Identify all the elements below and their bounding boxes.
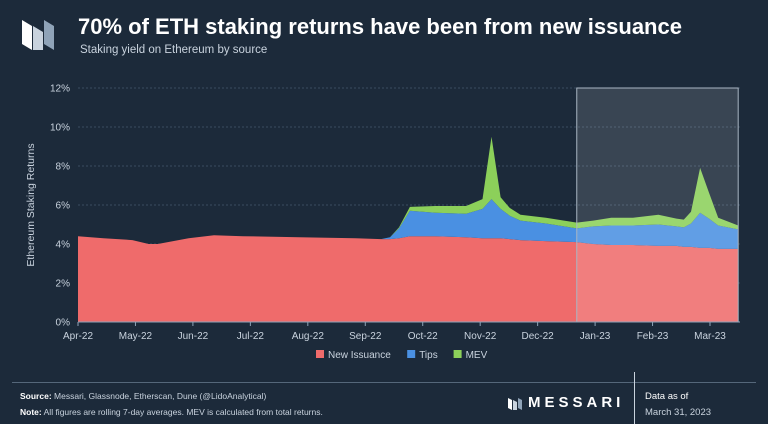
x-tick-label: Feb-23 xyxy=(637,331,669,342)
brand-mark-icon xyxy=(508,397,522,410)
y-tick-label: 4% xyxy=(56,240,71,251)
legend-swatch xyxy=(407,350,416,358)
data-as-of-label: Data as of xyxy=(645,391,689,402)
legend-label: New Issuance xyxy=(328,350,391,361)
source-label: Source: xyxy=(20,391,52,401)
footer-vertical-divider xyxy=(634,372,635,424)
area-tips xyxy=(78,199,739,249)
x-tick-label: Nov-22 xyxy=(464,331,497,342)
y-tick-label: 10% xyxy=(50,123,70,134)
x-tick-label: Mar-23 xyxy=(694,331,726,342)
data-as-of-date: March 31, 2023 xyxy=(645,407,712,418)
x-tick-label: Apr-22 xyxy=(63,331,93,342)
brand-name: MESSARI xyxy=(528,394,625,411)
source-line: Source: Messari, Glassnode, Etherscan, D… xyxy=(20,391,266,401)
x-tick-label: Jan-23 xyxy=(580,331,611,342)
y-tick-label: 2% xyxy=(56,279,71,290)
x-tick-label: Sep-22 xyxy=(349,331,382,342)
chart-subtitle: Staking yield on Ethereum by source xyxy=(80,44,268,56)
x-tick-label: Oct-22 xyxy=(408,331,438,342)
legend-label: Tips xyxy=(419,350,438,361)
x-tick-label: Aug-22 xyxy=(292,331,325,342)
chart-title: 70% of ETH staking returns have been fro… xyxy=(78,14,682,39)
brand-wordmark: MESSARI xyxy=(508,394,624,411)
y-tick-label: 0% xyxy=(56,318,71,329)
x-tick-label: Jun-22 xyxy=(178,331,209,342)
legend-swatch xyxy=(453,350,462,358)
legend-label: MEV xyxy=(466,350,488,361)
note-label: Note: xyxy=(20,407,42,417)
x-tick-label: Dec-22 xyxy=(522,331,555,342)
staking-returns-chart: 0% 2% 4% 6% 8% 10% 12% Apr-22 May-22 Jun-22 Jul-22… xyxy=(25,84,740,361)
highlight-region xyxy=(576,87,739,323)
y-tick-label: 8% xyxy=(56,162,71,173)
y-tick-label: 12% xyxy=(50,84,70,95)
footer-divider xyxy=(12,382,756,383)
legend-swatch xyxy=(316,350,324,358)
x-tick-label: May-22 xyxy=(119,331,153,342)
x-tick-label: Jul-22 xyxy=(237,331,265,342)
note-line: Note: All figures are rolling 7-day aver… xyxy=(20,407,323,417)
brand-logo-icon xyxy=(22,20,54,50)
note-text: All figures are rolling 7-day averages. … xyxy=(43,407,323,417)
source-text: Messari, Glassnode, Etherscan, Dune (@Li… xyxy=(54,391,267,401)
y-axis-title: Ethereum Staking Returns xyxy=(25,143,37,266)
y-tick-label: 6% xyxy=(56,201,71,212)
area-new-issuance xyxy=(78,235,739,322)
